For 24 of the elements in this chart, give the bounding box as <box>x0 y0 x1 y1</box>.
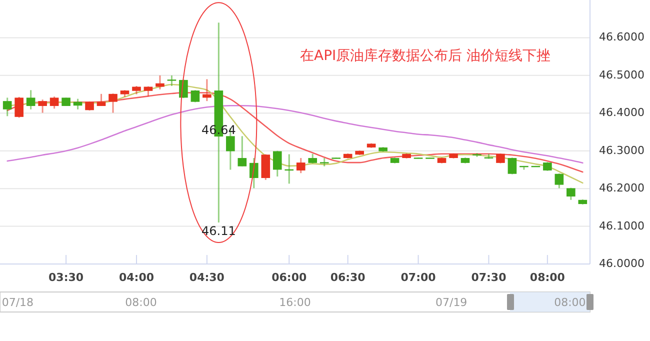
x-tick-label: 06:00 <box>272 271 307 284</box>
text: 16:00 <box>279 296 311 309</box>
text: 07/18 <box>2 296 34 309</box>
y-tick-label: 46.3000 <box>599 144 644 157</box>
annotation: 46.11 <box>202 224 236 238</box>
annotation: 在API原油库存数据公布后 油价短线下挫 <box>300 48 551 64</box>
text: 08:00 <box>125 296 157 309</box>
x-tick-label: 04:30 <box>189 271 225 284</box>
text: 07/19 <box>436 296 468 309</box>
x-tick-label: 07:30 <box>471 271 507 284</box>
x-tick-label: 03:30 <box>48 271 84 284</box>
x-tick-label: 04:00 <box>118 271 154 284</box>
x-tick-label: 06:30 <box>330 271 366 284</box>
y-tick-label: 46.6000 <box>599 30 644 44</box>
y-tick-label: 46.4000 <box>599 106 644 120</box>
text: 08:00 <box>554 296 586 309</box>
y-tick-label: 46.0000 <box>599 257 644 270</box>
line-series <box>6 92 584 173</box>
y-tick-label: 46.1000 <box>599 219 644 232</box>
y-tick-label: 46.2000 <box>599 182 644 195</box>
y-tick-label: 46.5000 <box>599 68 644 82</box>
x-tick-label: 07:00 <box>400 271 436 284</box>
line-series <box>6 104 584 164</box>
x-tick-label: 08:00 <box>530 271 566 284</box>
